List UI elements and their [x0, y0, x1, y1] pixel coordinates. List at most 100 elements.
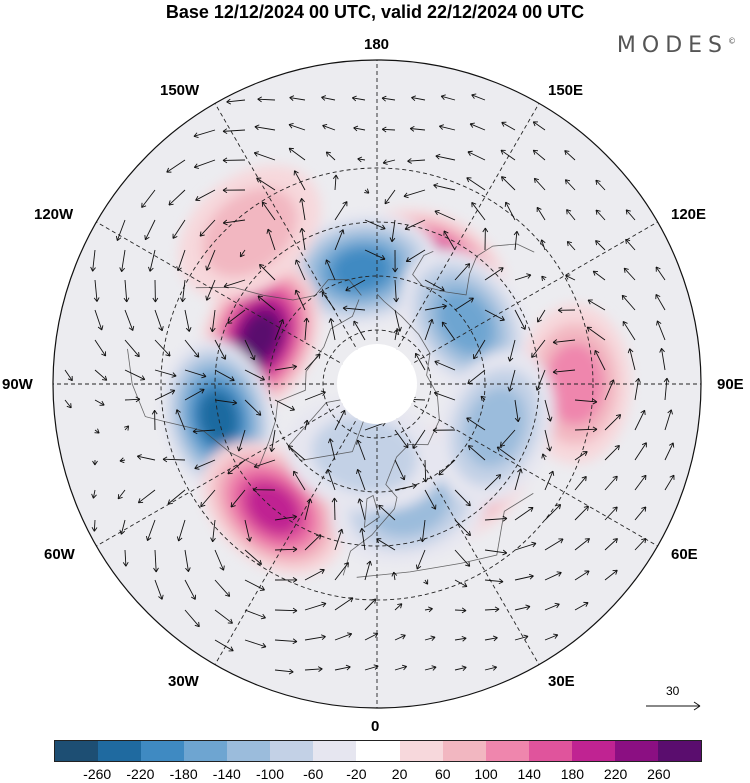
wind-arrow	[144, 219, 156, 240]
latitude-circle	[160, 167, 594, 601]
wind-arrow	[184, 549, 189, 572]
wind-arrow-head	[502, 515, 508, 522]
wind-arrow-head	[222, 128, 228, 134]
wind-arrow-head	[389, 237, 396, 243]
wind-arrow	[634, 474, 647, 491]
wind-arrow-head	[641, 474, 647, 480]
wind-arrow-head	[373, 664, 379, 670]
wind-arrow-head	[422, 477, 429, 483]
wind-arrow-head	[435, 153, 441, 160]
wind-arrow-head	[668, 442, 675, 448]
wind-arrow-head	[195, 195, 201, 202]
wind-arrow	[574, 570, 590, 581]
wind-arrow-head	[499, 441, 506, 447]
wind-arrow-head	[595, 179, 601, 185]
wind-arrow-head	[153, 567, 159, 573]
wind-arrow-head	[615, 414, 622, 420]
wind-arrow	[364, 560, 371, 581]
colorbar-swatch	[98, 741, 142, 761]
wind-arrow-head	[504, 201, 510, 207]
wind-arrow	[334, 201, 348, 221]
wind-arrow	[223, 279, 246, 288]
anomaly-contour	[464, 387, 527, 468]
wind-arrow	[364, 633, 378, 641]
lon-label-150e: 150E	[548, 82, 584, 99]
wind-arrow	[634, 506, 647, 521]
wind-arrow-head	[537, 317, 542, 323]
colorbar-swatch	[485, 741, 529, 761]
wind-arrow-head	[287, 445, 294, 451]
wind-arrow	[162, 458, 186, 461]
wind-arrow-head	[194, 464, 200, 470]
wind-arrow	[167, 489, 186, 505]
wind-arrow	[514, 231, 518, 251]
wind-arrow-head	[566, 209, 572, 215]
wind-arrow-head	[144, 235, 150, 241]
wind-arrow	[120, 519, 126, 535]
wind-arrow-head	[465, 530, 471, 537]
wind-arrow	[454, 297, 474, 311]
wind-arrow-head	[250, 355, 256, 361]
wind-arrow-head	[432, 427, 438, 434]
wind-arrow-head	[162, 456, 168, 463]
colorbar-swatch	[614, 741, 658, 761]
wind-arrow	[505, 201, 516, 221]
wind-arrow	[484, 608, 500, 611]
wind-arrow	[149, 249, 156, 272]
wind-arrow-head	[640, 409, 646, 415]
wind-arrow	[223, 129, 246, 132]
wind-arrow-head	[434, 360, 440, 366]
wind-arrow	[214, 639, 234, 652]
wind-arrow-head	[199, 231, 205, 237]
wind-arrow-head	[292, 638, 298, 645]
wind-arrow	[334, 174, 337, 191]
wind-arrow	[211, 309, 216, 332]
wind-arrow-head	[382, 159, 388, 165]
wind-arrow-head	[641, 442, 647, 448]
wind-arrow	[92, 489, 96, 499]
wind-arrow-head	[641, 506, 647, 512]
lon-label-0: 0	[371, 718, 380, 735]
wind-arrow-head	[225, 591, 231, 597]
wind-arrow-head	[467, 150, 473, 156]
wind-arrow-head	[292, 546, 298, 553]
wind-arrow-head	[253, 151, 259, 157]
wind-arrow-head	[289, 95, 295, 101]
wind-arrow-head	[122, 561, 129, 567]
wind-arrow-head	[659, 347, 665, 353]
wind-arrow-head	[655, 294, 661, 300]
wind-arrow-head	[366, 560, 373, 566]
wind-arrow-head	[246, 536, 252, 542]
wind-arrow-head	[345, 286, 351, 292]
wind-arrow-head	[351, 95, 357, 102]
wind-arrow	[424, 608, 433, 611]
wind-arrow	[574, 399, 597, 403]
wind-arrow-head	[223, 282, 229, 289]
wind-arrow-head	[192, 428, 198, 435]
wind-arrow-head	[319, 568, 325, 574]
wind-arrow	[393, 571, 396, 581]
lon-label-150w: 150W	[160, 82, 200, 99]
wind-arrow	[382, 128, 396, 131]
wind-arrow	[391, 219, 396, 242]
wind-arrow	[544, 572, 562, 581]
wind-arrow-head	[254, 124, 260, 131]
wind-arrow-head	[94, 428, 100, 434]
wind-arrow-head	[465, 501, 471, 507]
wind-arrow	[334, 633, 352, 641]
wind-arrow	[304, 602, 327, 611]
wind-arrow	[294, 170, 306, 191]
wind-arrow-head	[141, 202, 147, 208]
wind-arrow	[604, 475, 618, 491]
coastline	[356, 493, 534, 578]
wind-arrow	[514, 635, 529, 641]
lon-label-90w: 90W	[2, 376, 33, 393]
wind-arrow	[226, 99, 246, 103]
wind-arrow	[329, 438, 336, 461]
wind-arrow	[454, 579, 468, 587]
wind-arrow	[227, 459, 246, 475]
wind-arrow-head	[119, 457, 125, 464]
wind-arrow	[381, 97, 396, 101]
wind-arrow	[166, 159, 186, 173]
wind-arrow	[664, 378, 668, 401]
